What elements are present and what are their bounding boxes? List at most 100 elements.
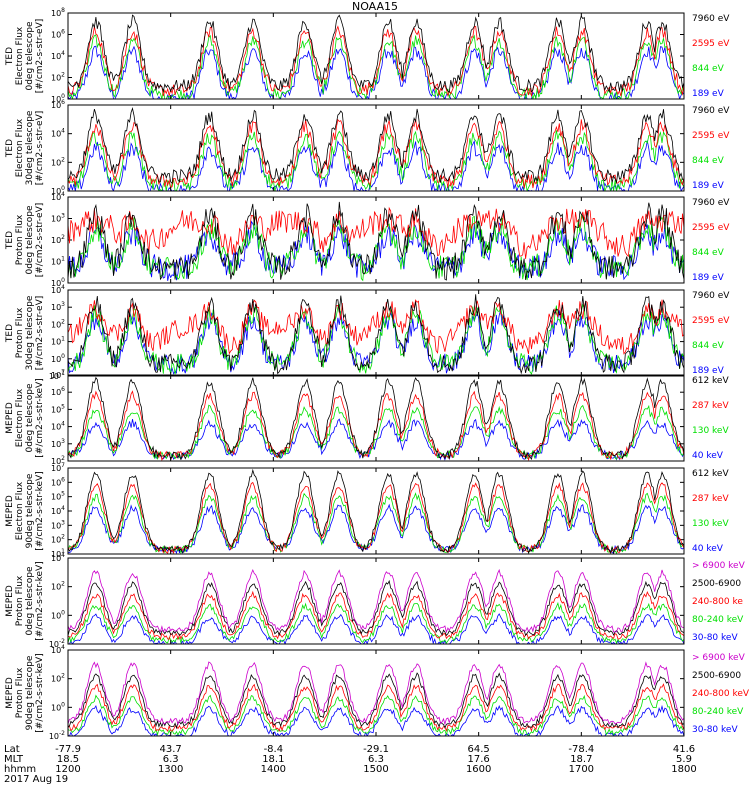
series-line — [68, 613, 684, 644]
series-line — [68, 220, 684, 281]
legend-entry: 844 eV — [692, 341, 725, 351]
y-axis-label: 30deg telescope — [25, 295, 35, 370]
y-axis-label: Proton Flux — [15, 575, 25, 626]
y-tick-label: 10-1 — [49, 370, 65, 381]
y-axis-label: 30deg telescope — [25, 110, 35, 185]
x-tick-label-mlt: 17.6 — [468, 754, 490, 765]
x-tick-label-hhmm: 1700 — [569, 764, 594, 775]
x-row-label: MLT — [4, 754, 24, 765]
x-tick-label-hhmm: 1600 — [466, 764, 491, 775]
series-line — [68, 579, 684, 637]
x-tick-label-mlt: 6.3 — [163, 754, 179, 765]
x-tick-label-mlt: 6.3 — [368, 754, 384, 765]
legend-entry: 30-80 keV — [692, 633, 738, 643]
y-tick-label: 108 — [51, 7, 65, 18]
panel-meped-proton-0deg: 104 102 100 10-2 MEPED Proton Flux 0deg telesc… — [5, 552, 746, 649]
y-tick-label: 104 — [51, 191, 65, 202]
y-axis-label: [#/cm2-s-str-keV] — [35, 471, 45, 550]
y-tick-label: 100 — [51, 93, 65, 104]
y-tick-label: 102 — [51, 318, 65, 329]
legend-entry: 7960 eV — [692, 14, 730, 24]
y-axis-label: Electron Flux — [15, 26, 25, 85]
x-tick-label-lat: -78.4 — [568, 744, 594, 755]
legend-entry: 40 keV — [692, 451, 724, 461]
y-tick-label: 101 — [51, 256, 65, 267]
panel-meped-electron-0deg: 107 106 105 104 103 102 MEPED Electron Flux 0deg… — [5, 369, 729, 466]
y-axis-label: [#/cm2-s-str-eV] — [35, 19, 45, 94]
x-tick-label-lat: 64.5 — [468, 744, 490, 755]
y-tick-label: 104 — [51, 505, 65, 516]
panel-traces — [68, 107, 684, 191]
x-tick-label-lat: -77.9 — [55, 744, 81, 755]
y-tick-label: 107 — [51, 462, 65, 473]
x-tick-label-lat: -29.1 — [363, 744, 389, 755]
x-tick-label-hhmm: 1300 — [158, 764, 183, 775]
legend-entry: 844 eV — [692, 64, 725, 74]
y-axis-label: [#/cm2-s-str-keV] — [35, 378, 45, 457]
y-tick-label: 102 — [51, 581, 65, 592]
y-axis-label: MEPED — [5, 402, 15, 434]
panel-traces — [68, 376, 684, 461]
x-tick-label-hhmm: 1500 — [363, 764, 388, 775]
y-tick-label: 101 — [51, 548, 65, 559]
y-axis-label: [#/cm2-s-str-eV] — [35, 203, 45, 278]
series-line — [68, 672, 684, 730]
series-line — [68, 601, 684, 644]
legend-entry: 2595 eV — [692, 223, 730, 233]
x-tick-label-mlt: 18.7 — [570, 754, 592, 765]
panel-traces — [68, 468, 684, 554]
y-tick-label: 103 — [51, 213, 65, 224]
x-row-label: Lat — [4, 744, 20, 755]
legend-entry: 2500-6900 — [692, 579, 741, 589]
y-tick-label: 104 — [51, 128, 65, 139]
y-tick-label: 102 — [51, 156, 65, 167]
panel-traces — [68, 661, 684, 736]
y-tick-label: 104 — [51, 644, 65, 655]
y-axis-label: 90deg telescope — [25, 473, 35, 548]
series-line — [68, 404, 684, 460]
legend-entry: > 6900 keV — [692, 653, 746, 663]
legend-entry: 2595 eV — [692, 316, 730, 326]
y-tick-label: 103 — [51, 519, 65, 530]
y-axis-label: MEPED — [5, 585, 15, 617]
x-tick-label-lat: -8.4 — [264, 744, 284, 755]
y-tick-label: 100 — [51, 277, 65, 288]
legend-entry: 80-240 keV — [692, 615, 744, 625]
y-tick-label: 104 — [51, 421, 65, 432]
panel-traces — [68, 568, 684, 644]
panel-ted-electron-30deg: 106 104 102 100 TED Electron Flux 30deg telesc… — [5, 99, 730, 196]
x-tick-label-hhmm: 1400 — [261, 764, 286, 775]
y-tick-label: 105 — [51, 491, 65, 502]
y-tick-label: 102 — [51, 72, 65, 83]
y-tick-label: 107 — [51, 369, 65, 380]
series-line — [68, 704, 684, 736]
panel-meped-proton-90deg: 104 102 100 10-2 MEPED Proton Flux 90deg teles… — [5, 644, 750, 741]
y-tick-label: 100 — [51, 185, 65, 196]
x-tick-label-lat: 43.7 — [160, 744, 182, 755]
y-axis-label: [#/cm2-s-str-eV] — [35, 111, 45, 186]
y-tick-label: 106 — [51, 386, 65, 397]
date-label: 2017 Aug 19 — [4, 774, 68, 785]
y-axis-label: Electron Flux — [15, 481, 25, 540]
legend-entry: 189 eV — [692, 181, 725, 191]
y-tick-label: 100 — [51, 353, 65, 364]
x-tick-label-mlt: 18.1 — [262, 754, 284, 765]
series-line — [68, 34, 684, 99]
y-tick-label: 100 — [51, 701, 65, 712]
y-axis-label: 0deg telescope — [25, 383, 35, 453]
legend-entry: 7960 eV — [692, 198, 730, 208]
y-axis-label: 0deg telescope — [25, 21, 35, 91]
x-tick-label-lat: 41.6 — [673, 744, 695, 755]
panel-meped-electron-90deg: 107 106 105 104 103 102 101 MEPED Electron Flux 9… — [5, 462, 729, 559]
x-row-label: hhmm — [4, 764, 36, 775]
x-tick-label-mlt: 18.5 — [57, 754, 79, 765]
series-line — [68, 118, 684, 189]
y-axis-label: Proton Flux — [15, 667, 25, 718]
series-line — [68, 107, 684, 185]
legend-entry: 7960 eV — [692, 291, 730, 301]
legend-entry: 612 keV — [692, 376, 729, 386]
y-tick-label: 103 — [51, 301, 65, 312]
y-axis-label: Proton Flux — [15, 214, 25, 265]
y-tick-label: 103 — [51, 438, 65, 449]
